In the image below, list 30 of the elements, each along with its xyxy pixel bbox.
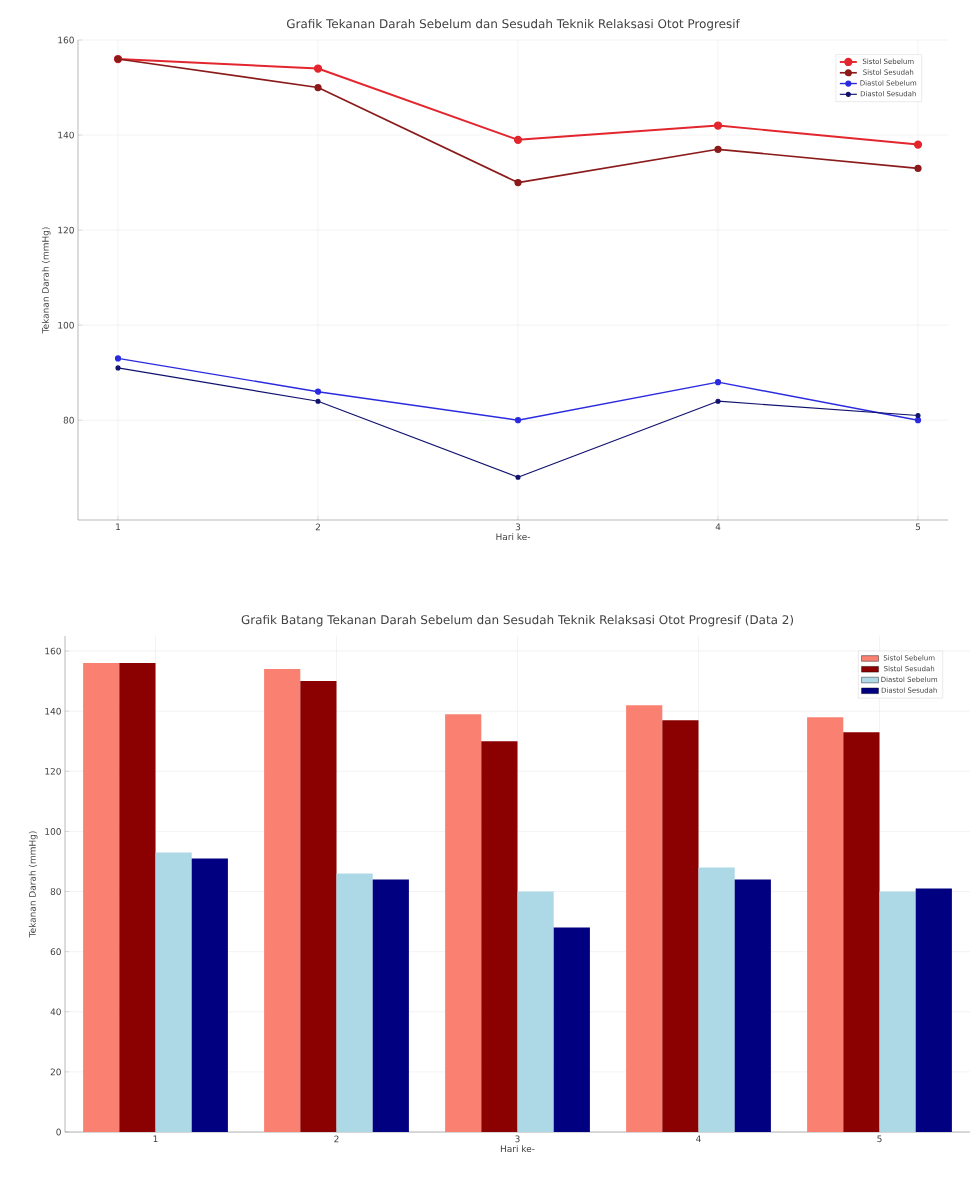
x-tick-label: 3 [515,523,521,531]
x-tick-label: 2 [315,523,320,531]
x-tick-label: 5 [877,1135,882,1143]
x-axis-title: Hari ke- [496,533,531,541]
x-tick-label: 5 [915,523,921,531]
chart-title: Grafik Tekanan Darah Sebelum dan Sesudah Teknik Relaksasi Otot Progresif [286,18,740,31]
y-tick-label: 160 [58,36,74,44]
y-tick-label: 120 [58,226,74,234]
y-tick-label: 80 [50,888,61,895]
y-axis-title: Tekanan Darah (mmHg) [41,227,51,334]
y-tick-label: 20 [50,1068,61,1076]
x-axis-title: Hari ke- [500,1145,535,1153]
x-tick-label: 4 [696,1135,701,1143]
y-tick-label: 160 [45,647,61,655]
x-tick-label: 3 [515,1135,520,1143]
y-tick-label: 80 [63,416,74,424]
chart-title: Grafik Batang Tekanan Darah Sebelum dan Sesudah Teknik Relaksasi Otot Progresif (Data 2) [241,614,794,627]
y-tick-label: 100 [45,828,61,835]
y-tick-label: 60 [50,948,61,956]
y-axis-title: Tekanan Darah (mmHg) [28,831,38,938]
y-tick-label: 40 [50,1008,61,1016]
y-tick-label: 120 [45,767,61,775]
x-tick-label: 1 [153,1135,158,1143]
y-tick-label: 140 [58,131,74,139]
y-tick-label: 0 [56,1128,61,1136]
x-tick-label: 1 [116,523,121,531]
y-tick-label: 140 [45,707,61,715]
x-tick-label: 4 [715,523,721,531]
x-tick-label: 2 [334,1135,339,1143]
y-tick-label: 100 [58,321,74,329]
